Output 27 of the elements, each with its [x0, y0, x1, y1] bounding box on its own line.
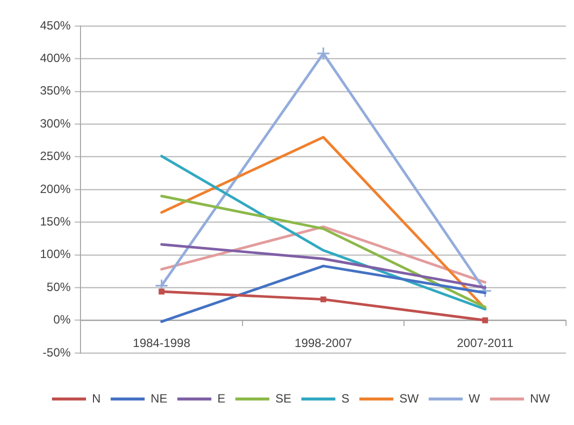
legend-label: S [341, 391, 350, 406]
y-tick-label: 450% [40, 18, 72, 32]
point [482, 317, 488, 324]
point [320, 296, 326, 302]
y-tick-label: 100% [40, 247, 72, 262]
y-tick-label: 400% [40, 51, 72, 66]
y-tick-label: 350% [40, 84, 72, 98]
point [158, 288, 164, 294]
point [478, 284, 492, 298]
legend-label: SW [399, 391, 420, 406]
y-tick-label: 50% [46, 280, 72, 294]
x-tick-label: 1984-1998 [132, 336, 191, 350]
legend-label: NW [530, 391, 551, 406]
y-tick-label: 250% [40, 149, 72, 164]
legend-label: W [468, 391, 481, 406]
y-tick-label: 150% [40, 214, 72, 229]
legend-label: NE [150, 391, 168, 406]
legend-label: N [92, 391, 101, 406]
x-tick-label: 1998-2007 [294, 336, 352, 350]
legend-label: SE [275, 391, 292, 406]
y-tick-label: 0% [53, 312, 72, 327]
point [316, 46, 330, 60]
x-tick-label: 2007-2011 [456, 336, 514, 350]
y-tick-label: 300% [40, 116, 72, 130]
y-tick-label: 200% [40, 182, 72, 196]
y-tick-label: -50% [42, 345, 72, 360]
legend-label: E [217, 391, 226, 406]
